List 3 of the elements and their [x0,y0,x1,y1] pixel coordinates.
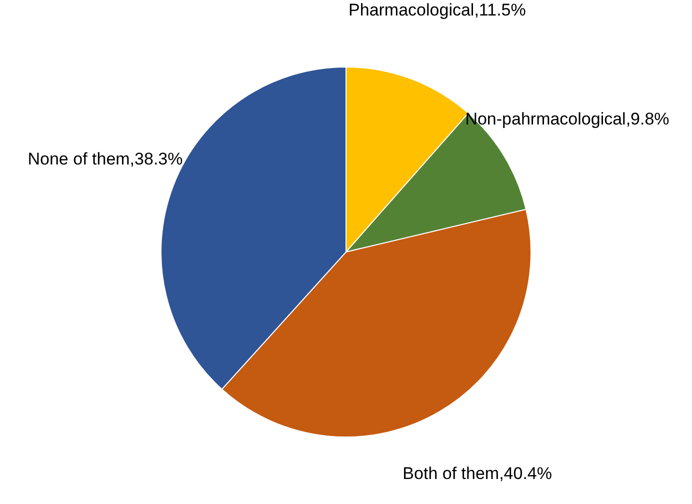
slice-label: Both of them,40.4% [402,464,552,484]
slice-label: Pharmacological,11.5% [348,0,526,20]
slice-label: None of them,38.3% [28,149,183,168]
